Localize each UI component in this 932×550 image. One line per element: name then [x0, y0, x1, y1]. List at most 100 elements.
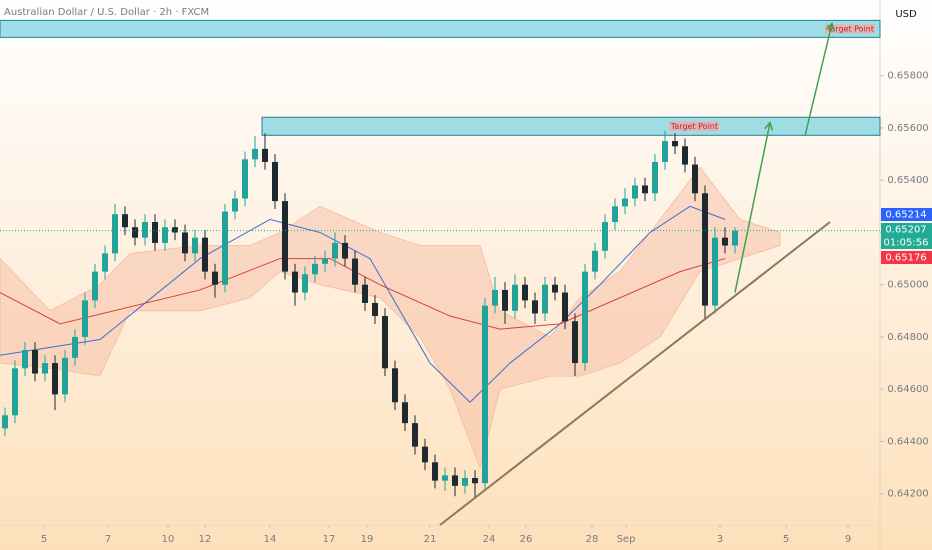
- candle-body: [222, 211, 228, 285]
- candle-body: [322, 258, 328, 264]
- candle-body: [542, 284, 548, 314]
- x-tick-label: 3: [717, 534, 723, 545]
- y-tick-label: 0.64200: [887, 489, 928, 500]
- candle-body: [42, 363, 48, 374]
- candle-body: [472, 477, 478, 484]
- x-tick-label: 5: [41, 534, 47, 545]
- candle-body: [702, 193, 708, 306]
- candle-body: [402, 402, 408, 424]
- price-label: 0.65176: [885, 253, 926, 264]
- candle-body: [22, 350, 28, 369]
- x-tick-label: 5: [783, 534, 789, 545]
- candle-body: [232, 198, 238, 212]
- candle-body: [532, 300, 538, 314]
- candle-body: [512, 284, 518, 311]
- candle-body: [682, 146, 688, 165]
- price-label: 0.65207: [885, 225, 926, 236]
- target-zone: [0, 19, 881, 38]
- candle-body: [712, 237, 718, 306]
- x-tick-label: 10: [162, 534, 175, 545]
- candle-body: [522, 284, 528, 301]
- y-tick-label: 0.65400: [887, 175, 928, 186]
- candle-body: [392, 368, 398, 403]
- candle-body: [652, 161, 658, 194]
- candle-body: [492, 289, 498, 306]
- x-tick-label: 19: [361, 534, 374, 545]
- candle-body: [342, 242, 348, 259]
- candle-body: [572, 321, 578, 364]
- moving-average: [0, 258, 726, 330]
- candle-body: [732, 230, 738, 246]
- candle-body: [32, 350, 38, 374]
- candle-body: [662, 141, 668, 162]
- projection-arrow: [804, 22, 835, 136]
- candle-body: [102, 253, 108, 272]
- y-tick-label: 0.65000: [887, 280, 928, 291]
- price-label-bg: [881, 251, 932, 264]
- candle-body: [62, 357, 68, 395]
- candle-body: [112, 214, 118, 254]
- candle-body: [432, 462, 438, 481]
- candle-body: [612, 206, 618, 223]
- y-tick-label: 0.65800: [887, 71, 928, 82]
- candle-body: [622, 198, 628, 207]
- projection-arrow: [734, 121, 774, 293]
- candle-body: [302, 274, 308, 293]
- candle-body: [12, 368, 18, 416]
- x-tick-label: 9: [845, 534, 851, 545]
- x-tick-label: 14: [264, 534, 277, 545]
- candle-body: [352, 258, 358, 285]
- x-tick-label: 24: [483, 534, 496, 545]
- y-tick-label: 0.64400: [887, 436, 928, 447]
- candle-body: [242, 159, 248, 199]
- candle-body: [502, 289, 508, 311]
- candle-body: [162, 227, 168, 243]
- trendline: [439, 221, 831, 526]
- candle-body: [692, 164, 698, 194]
- x-tick-label: 21: [424, 534, 437, 545]
- candle-body: [452, 475, 458, 486]
- price-label-bg: [881, 208, 932, 221]
- target-zone: [261, 116, 881, 136]
- candle-body: [412, 423, 418, 447]
- candle-body: [332, 242, 338, 259]
- candle-body: [202, 237, 208, 272]
- candle-body: [362, 284, 368, 303]
- candle-body: [172, 227, 178, 233]
- candle-body: [672, 141, 678, 147]
- candle-body: [252, 148, 258, 160]
- candle-body: [552, 284, 558, 293]
- zone-label-bg: [824, 24, 875, 34]
- candle-body: [272, 161, 278, 202]
- countdown: 01:05:56: [884, 238, 929, 249]
- zone-label: Target Point: [826, 24, 874, 33]
- candle-body: [382, 316, 388, 369]
- x-tick-label: 28: [586, 534, 599, 545]
- candle-body: [442, 475, 448, 481]
- candle-body: [72, 336, 78, 358]
- symbol-title: Australian Dollar / U.S. Dollar · 2h · F…: [4, 7, 209, 18]
- currency[interactable]: USD: [895, 9, 917, 20]
- x-tick-label: Sep: [617, 534, 636, 545]
- candle-body: [592, 250, 598, 272]
- x-tick-label: 12: [199, 534, 212, 545]
- candle-body: [632, 185, 638, 199]
- candle-body: [642, 185, 648, 194]
- candle-body: [262, 148, 268, 162]
- price-label-bg: [881, 223, 932, 249]
- candle-body: [82, 300, 88, 337]
- candle-body: [122, 214, 128, 228]
- candle-body: [562, 292, 568, 322]
- y-tick-label: 0.64600: [887, 384, 928, 395]
- y-tick-label: 0.64800: [887, 332, 928, 343]
- x-tick-label: 7: [105, 534, 111, 545]
- candle-body: [132, 227, 138, 238]
- candle-body: [282, 201, 288, 272]
- candle-body: [602, 222, 608, 251]
- price-label: 0.65214: [885, 210, 926, 221]
- candle-body: [182, 232, 188, 254]
- plot: 0.64200 0.64400 0.64600 0.64800 0.65000 0.652…: [0, 19, 929, 545]
- candle-body: [462, 477, 468, 486]
